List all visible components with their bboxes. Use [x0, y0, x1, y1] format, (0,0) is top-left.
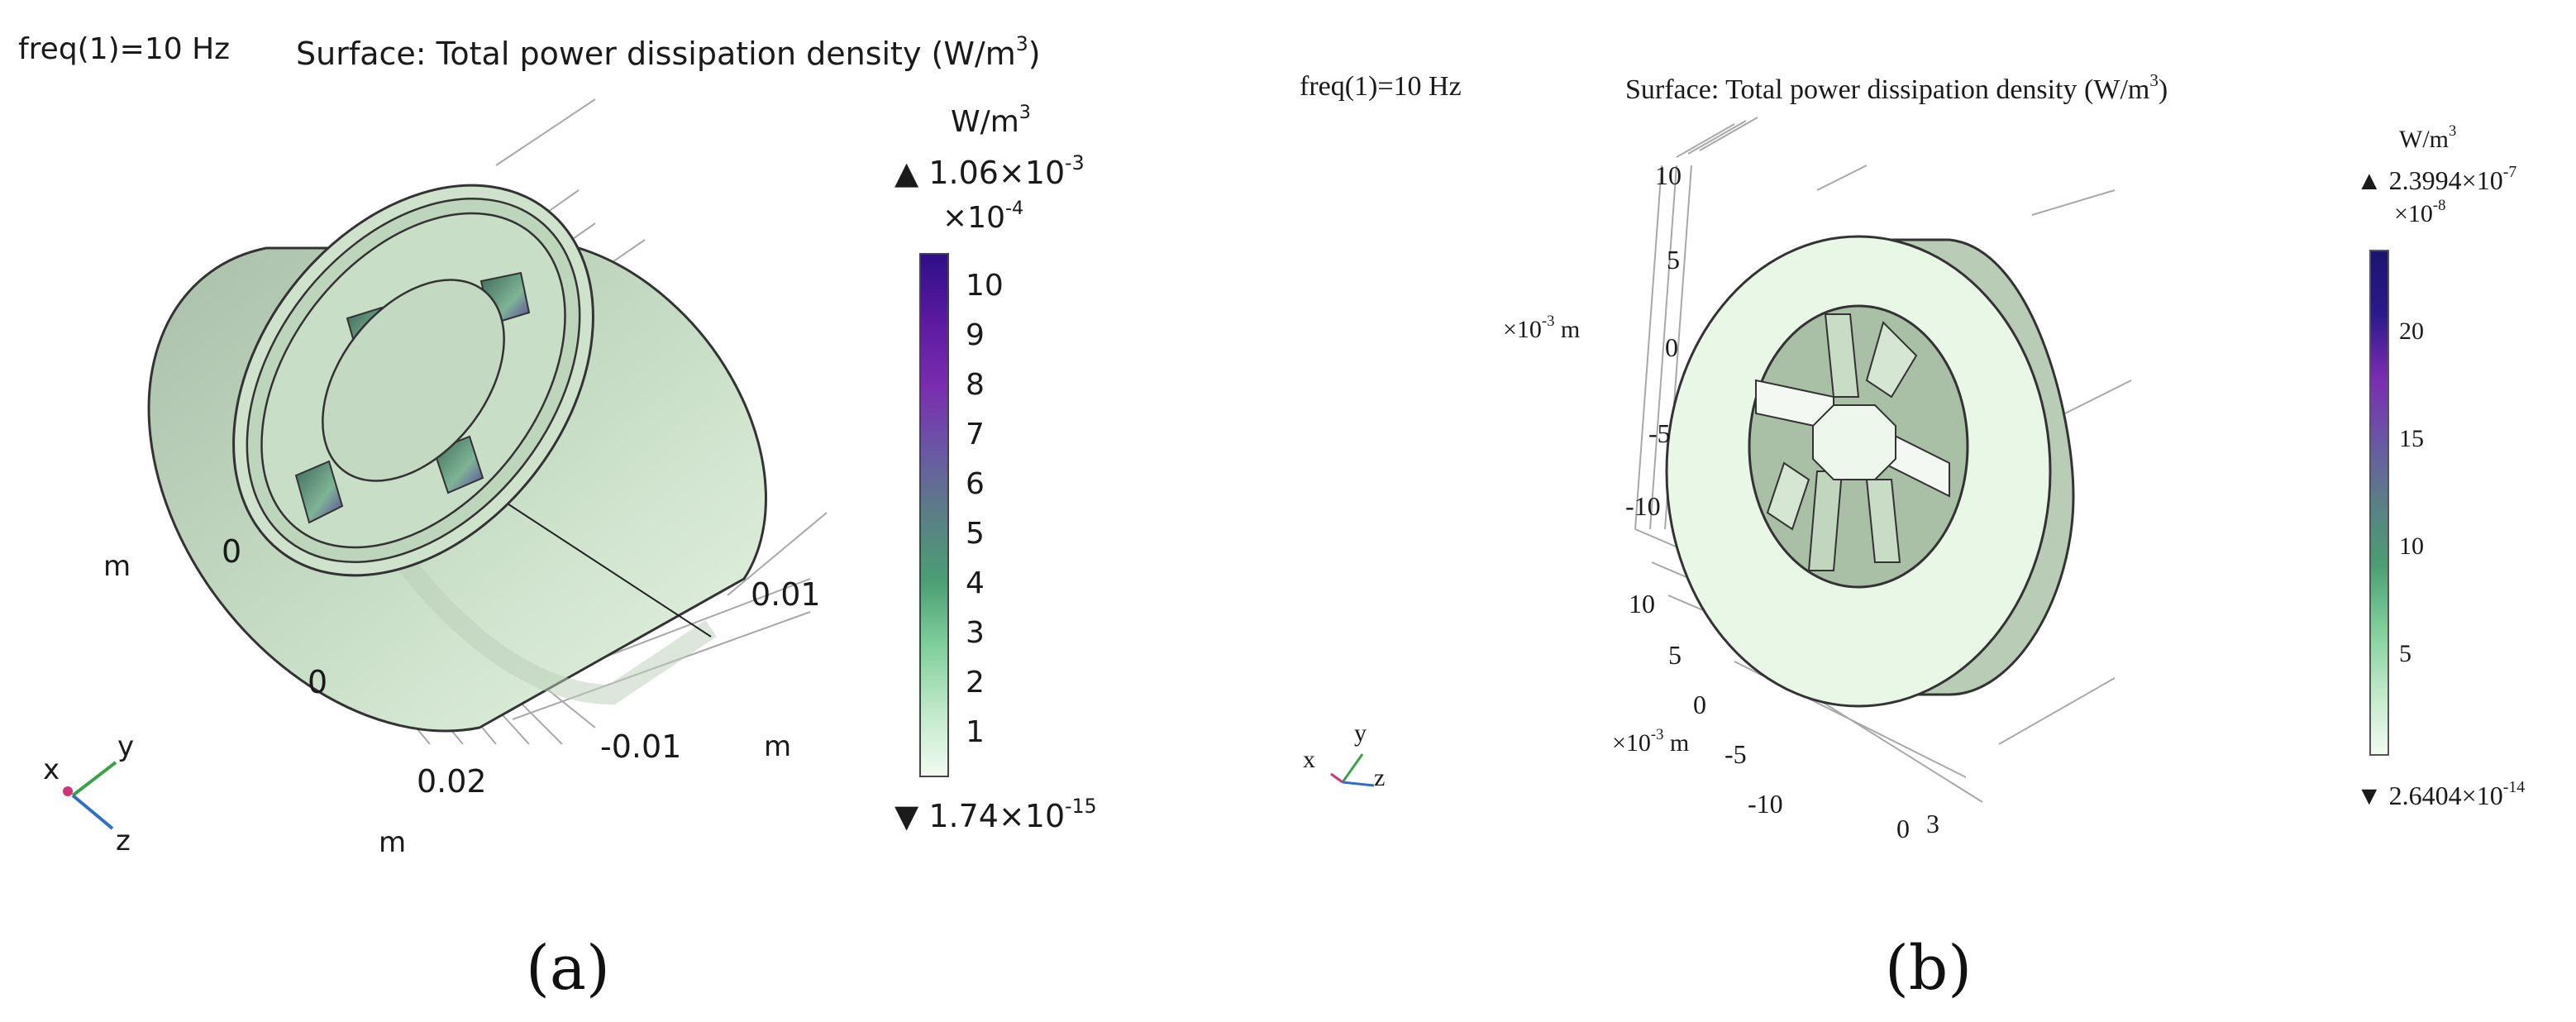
triad-x-label: x — [1303, 746, 1315, 773]
colorbar-gradient — [919, 253, 949, 777]
colorbar-tick-label: 9 — [966, 318, 985, 352]
panel-caption: (a) — [526, 933, 610, 1004]
colorbar-multiplier: ×10-4 — [942, 197, 1024, 235]
colorbar-tick-label: 20 — [2399, 318, 2424, 345]
axis-tick: 10 — [1629, 589, 1655, 618]
triad-z-label: z — [1374, 764, 1386, 791]
panel-caption: (b) — [1885, 933, 1973, 1004]
colorbar-min-label: ▼ 1.74×10-15 — [894, 794, 1097, 834]
inner-core — [322, 279, 505, 482]
colorbar-tick-label: 7 — [966, 418, 985, 451]
colorbar-max-label: ▲ 1.06×10-3 — [894, 150, 1085, 191]
colorbar-tick-label: 10 — [966, 269, 1004, 303]
triad-z-label: z — [116, 824, 131, 857]
colorbar-tick-label: 1 — [966, 715, 985, 749]
colorbar-unit: W/m3 — [951, 101, 1031, 139]
colorbar-multiplier: ×10-8 — [2394, 197, 2446, 227]
axis-tick: 3 — [1926, 809, 1939, 838]
axis-tick: 0.01 — [751, 576, 821, 613]
axis-tick: -10 — [1748, 789, 1783, 819]
axis-tick: 0 — [308, 664, 328, 700]
colorbar-tick-label: 5 — [2399, 640, 2411, 667]
colorbar-tick-label: 4 — [966, 566, 985, 600]
colorbar-tick-label: 3 — [966, 616, 985, 650]
colorbar-tick-label: 2 — [966, 666, 985, 700]
axis-tick: 10 — [1655, 160, 1682, 190]
axis-tick: 0 — [1665, 332, 1678, 362]
panel-a: freq(1)=10 Hz Surface: Total power dissi… — [18, 31, 1097, 1004]
axis-unit-right: m — [764, 730, 792, 763]
colorbar-tick-label: 10 — [2399, 532, 2424, 560]
freq-label: freq(1)=10 Hz — [18, 32, 231, 66]
panel-b: freq(1)=10 Hz Surface: Total power dissi… — [1288, 0, 2576, 1022]
plot-title: Surface: Total power dissipation density… — [1625, 69, 2168, 105]
magnet-spokes — [1755, 313, 1950, 571]
axis-tick: 0 — [222, 533, 242, 570]
triad-y-label: y — [117, 730, 135, 763]
colorbar-min-label: ▼ 2.6404×10-14 — [2356, 778, 2526, 810]
axis-tick: 5 — [1668, 640, 1682, 670]
axis-tick: -5 — [1648, 418, 1671, 448]
colorbar-tick-label: 15 — [2399, 425, 2424, 452]
triad-y-label: y — [1354, 719, 1367, 747]
colorbar-max-label: ▲ 2.3994×10-7 — [2356, 163, 2517, 195]
axis-tick: 5 — [1667, 245, 1680, 275]
axis-unit-bottom: m — [379, 826, 407, 859]
triad-x-label: x — [43, 753, 60, 786]
axis-triad — [63, 761, 117, 830]
axis-tick: 0.02 — [417, 763, 487, 800]
vertical-axis-unit: ×10-3 m — [1503, 313, 1581, 343]
colorbar-tick-label: 6 — [966, 467, 985, 501]
colorbar-gradient — [2369, 250, 2389, 756]
axis-unit-left: m — [103, 550, 131, 583]
colorbar-unit: W/m3 — [2399, 122, 2457, 153]
colorbar-tick-label: 5 — [966, 517, 985, 551]
axis-tick: -0.01 — [600, 728, 682, 765]
axis-triad — [1330, 753, 1375, 787]
colorbar-tick-label: 8 — [966, 368, 985, 402]
axis-tick: -5 — [1724, 739, 1747, 769]
geometry-3d-view — [63, 98, 828, 830]
depth-axis-unit: ×10-3 m — [1612, 726, 1690, 757]
axis-tick: 0 — [1693, 690, 1706, 719]
axis-tick: -10 — [1625, 491, 1661, 521]
axis-tick: 0 — [1896, 814, 1910, 843]
geometry-3d-view — [1330, 117, 2132, 803]
freq-label: freq(1)=10 Hz — [1300, 71, 1462, 102]
plot-title: Surface: Total power dissipation density… — [296, 31, 1041, 72]
